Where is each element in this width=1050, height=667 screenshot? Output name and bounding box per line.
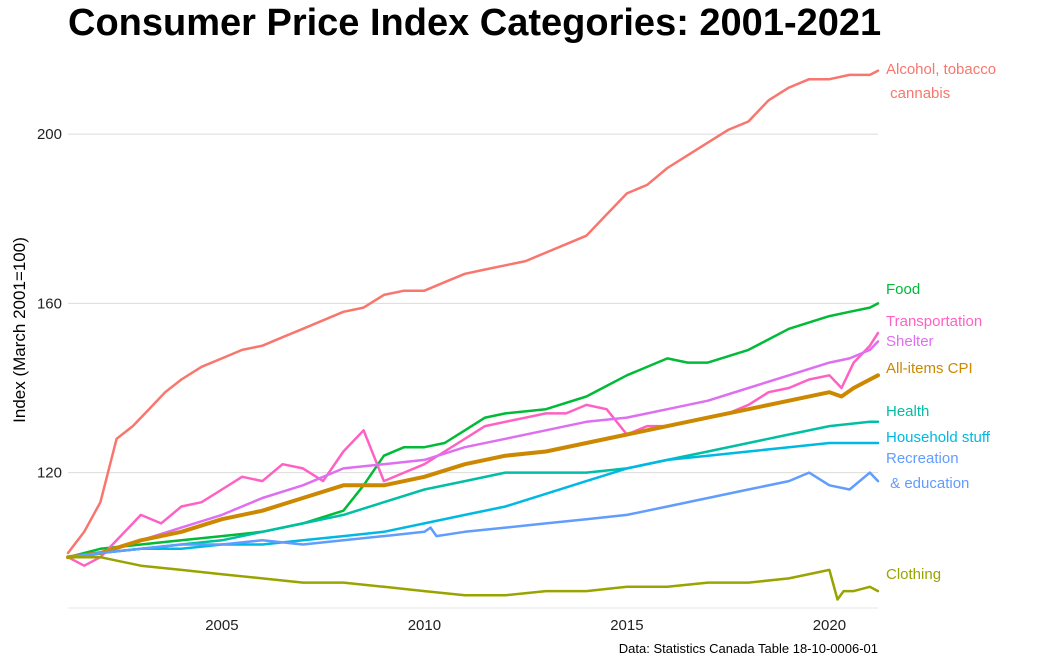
series-label: All-items CPI — [886, 360, 973, 377]
x-axis: 2005 2010 2015 2020 — [205, 617, 846, 634]
series-line-food — [66, 302, 880, 559]
y-tick-label: 120 — [37, 465, 62, 482]
series-label: Recreation — [886, 450, 959, 467]
series-label: & education — [886, 475, 969, 492]
series-label: cannabis — [886, 85, 950, 102]
series-label: Alcohol, tobacco — [886, 61, 996, 78]
series-label: Food — [886, 281, 920, 298]
series-label: Shelter — [886, 333, 934, 350]
x-tick-label: 2005 — [205, 617, 238, 634]
y-tick-label: 200 — [37, 126, 62, 143]
chart-title: Consumer Price Index Categories: 2001-20… — [68, 2, 882, 44]
series-lines — [66, 69, 880, 601]
series-line-all-items-cpi — [66, 373, 880, 560]
series-line-clothing — [66, 555, 880, 601]
y-tick-label: 160 — [37, 295, 62, 312]
series-line-health — [66, 420, 880, 559]
source-caption: Data: Statistics Canada Table 18-10-0006… — [618, 641, 878, 656]
series-line-alcohol-tobacco-cannabis — [66, 69, 880, 555]
series-label: Transportation — [886, 313, 982, 330]
series-label: Clothing — [886, 566, 941, 583]
y-axis: 120 160 200 — [37, 126, 62, 481]
series-label: Household stuff — [886, 429, 991, 446]
series-line-shelter — [66, 340, 880, 559]
series-label: Health — [886, 403, 929, 420]
series-line-recreation-education — [66, 471, 880, 559]
x-tick-label: 2010 — [408, 617, 441, 634]
series-labels: Alcohol, tobacco cannabis Food Transportat… — [886, 61, 996, 583]
y-axis-title: Index (March 2001=100) — [10, 237, 29, 423]
x-tick-label: 2020 — [813, 617, 846, 634]
series-line-transportation — [66, 331, 880, 567]
series-line-household-stuff — [66, 441, 880, 559]
x-tick-label: 2015 — [610, 617, 643, 634]
gridlines — [68, 133, 878, 609]
